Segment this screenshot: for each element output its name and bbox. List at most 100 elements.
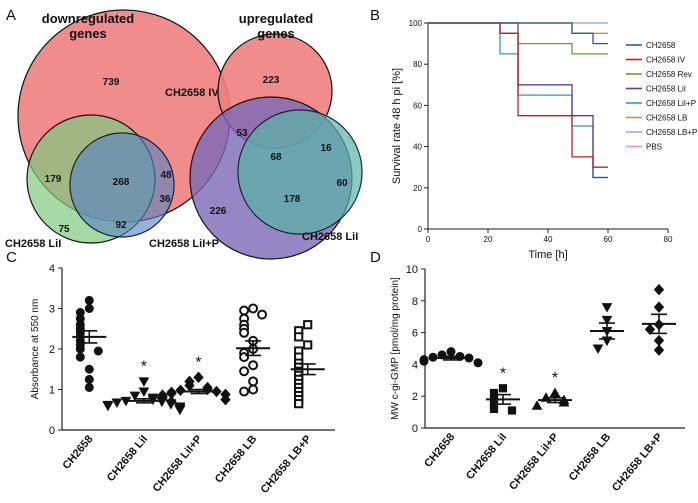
data-point: [111, 398, 123, 408]
data-point: [653, 344, 665, 356]
data-point: [592, 344, 604, 355]
y-tick-label: 0: [412, 423, 418, 435]
data-point: [211, 385, 222, 398]
y-tick-label: 40: [413, 143, 422, 152]
venn-count: 179: [45, 174, 62, 185]
category-label: CH2658 LB+P: [610, 431, 665, 494]
x-tick-label: 80: [664, 235, 673, 244]
venn-count: 223: [263, 75, 280, 86]
legend-label: CH2658 LiI+P: [646, 99, 696, 108]
category-label: CH2658 LB: [567, 431, 614, 483]
category-label: CH2658 LB+P: [259, 433, 314, 496]
venn-title-line1: upregulated: [239, 11, 313, 26]
category-label: CH2658 LiI+P: [151, 433, 205, 494]
category-label: CH2658 LiI+P: [507, 431, 561, 492]
venn-count: 36: [159, 194, 171, 205]
category-label: CH2658: [60, 433, 95, 472]
survival-chart: 0 20 40 60 80 100 0 20 40 60 80 Time [h] Survival ra…: [391, 19, 697, 261]
x-tick-label: 40: [544, 235, 553, 244]
y-axis-label: Absorbance at 550 nm: [30, 299, 41, 400]
data-point: [294, 332, 304, 342]
data-point: [175, 384, 186, 397]
legend-label: CH2658 LB: [646, 114, 687, 123]
data-point: [239, 366, 250, 377]
venn-count: 48: [160, 170, 172, 181]
data-point: [653, 301, 665, 313]
data-point: [303, 340, 313, 350]
y-axis-label: Survival rate 48 h pi [%]: [391, 68, 403, 184]
data-point: [653, 334, 665, 347]
panel-label-a: A: [6, 7, 16, 24]
significance-marker: *: [500, 365, 506, 382]
category-label: CH2658: [422, 431, 457, 470]
venn-count: 268: [113, 177, 130, 188]
data-point: [220, 393, 231, 406]
panel-label-b: B: [370, 7, 380, 24]
data-point: [193, 371, 204, 384]
venn-count: 739: [103, 77, 120, 88]
series-line: [428, 22, 608, 168]
venn-set-label: CH2658 LiI: [5, 238, 61, 250]
data-point: [138, 377, 150, 387]
data-point: [248, 384, 259, 395]
venn-count: 53: [236, 128, 248, 139]
data-point: [93, 346, 103, 356]
venn-title-line1: downregulated: [42, 11, 135, 26]
y-tick-label: 2: [49, 344, 55, 356]
data-point: [138, 387, 150, 398]
significance-marker: *: [141, 358, 147, 375]
venn-set-lil: [237, 109, 363, 235]
data-point: [84, 304, 94, 313]
category-label: CH2658 LB: [213, 433, 260, 485]
data-point: [166, 395, 177, 408]
significance-marker: *: [552, 370, 558, 387]
data-point: [102, 401, 114, 412]
data-point: [157, 391, 168, 404]
data-point: [473, 358, 483, 368]
y-tick-label: 2: [412, 391, 418, 403]
x-tick-label: 60: [604, 235, 613, 244]
y-tick-label: 60: [413, 101, 422, 110]
data-point: [507, 406, 517, 415]
data-point: [84, 364, 94, 374]
data-point: [184, 379, 195, 392]
y-tick-label: 10: [406, 264, 418, 276]
cdigmp-chart: 0 2 4 6 8 10 MW c-gi-GMP [pmol/mg protein] CH26…: [390, 264, 685, 494]
data-point: [239, 305, 250, 316]
category-label: CH2658 LiI: [105, 433, 150, 484]
data-point: [75, 344, 85, 354]
venn-title-line2: genes: [257, 26, 295, 41]
data-point: [653, 283, 665, 296]
venn-set-label: CH2658 LiI: [302, 231, 358, 243]
data-point: [419, 356, 429, 366]
data-point: [248, 376, 259, 387]
y-tick-label: 80: [413, 60, 422, 69]
data-point: [248, 303, 259, 314]
data-point: [239, 352, 250, 363]
data-point: [294, 399, 304, 409]
venn-count: 226: [210, 206, 227, 217]
data-point: [549, 387, 561, 398]
y-tick-label: 0: [418, 225, 423, 234]
x-tick-label: 20: [484, 235, 493, 244]
legend-label: CH2658 Rev: [646, 70, 692, 79]
data-point: [644, 323, 656, 336]
data-point: [257, 309, 268, 320]
legend-label: PBS: [646, 143, 662, 152]
legend-label: CH2658 IV: [646, 56, 686, 65]
data-point: [531, 400, 543, 410]
venn-set-lil: [26, 114, 156, 244]
legend-label: CH2658 LiI: [646, 85, 686, 94]
y-tick-label: 0: [49, 425, 55, 437]
data-point: [303, 320, 313, 330]
panel-label-d: D: [370, 249, 381, 266]
data-point: [239, 386, 250, 397]
x-tick-label: 0: [426, 235, 431, 244]
y-tick-label: 6: [412, 328, 418, 340]
legend-label: CH2658: [646, 41, 676, 50]
data-point: [84, 295, 94, 305]
x-axis-label: Time [h]: [528, 249, 567, 261]
data-point: [129, 391, 141, 402]
y-tick-label: 4: [49, 263, 55, 275]
data-point: [601, 303, 613, 313]
